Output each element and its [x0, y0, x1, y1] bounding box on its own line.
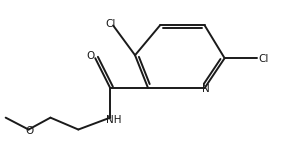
Text: Cl: Cl	[105, 20, 115, 29]
Text: O: O	[26, 126, 34, 136]
Text: O: O	[86, 51, 94, 61]
Text: N: N	[202, 84, 210, 94]
Text: NH: NH	[106, 115, 122, 125]
Text: Cl: Cl	[258, 54, 269, 64]
